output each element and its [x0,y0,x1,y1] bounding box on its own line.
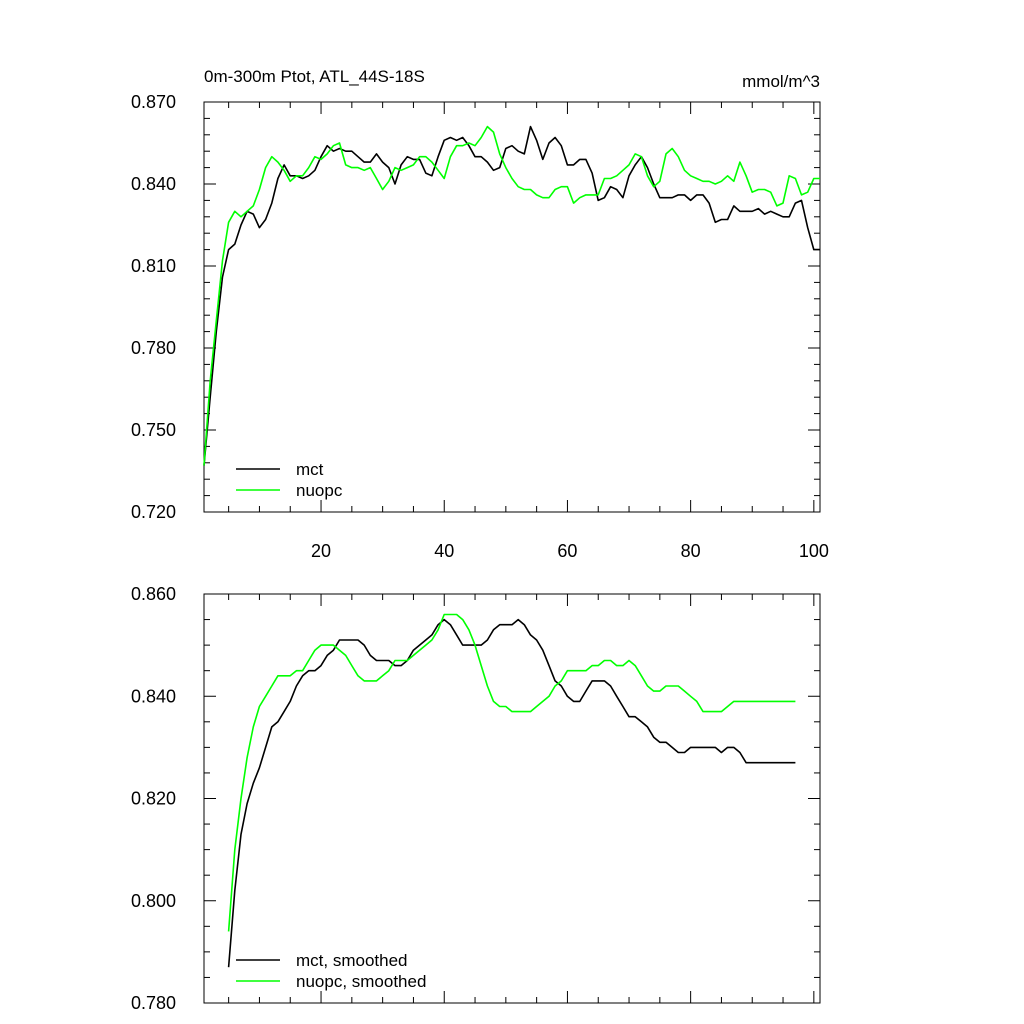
plot-frame [203,101,821,513]
y-tick-label: 0.870 [131,92,176,112]
y-tick-label: 0.800 [131,891,176,911]
y-tick-label: 0.720 [131,502,176,522]
series-line-mct [227,618,796,968]
y-tick-label: 0.840 [131,174,176,194]
y-tick-label: 0.780 [131,338,176,358]
y-tick-label: 0.840 [131,686,176,706]
top-panel: 0.720 0.750 0.780 0.810 0.840 0.870 20 40 60 80 10… [131,67,829,561]
plot-frame [203,593,821,1004]
x-tick-label: 40 [434,541,454,561]
series-line-nuopc [203,125,820,466]
chart-title: 0m-300m Ptot, ATL_44S-18S [204,67,425,86]
units-label: mmol/m^3 [742,72,820,91]
bottom-panel: 0.780 0.800 0.820 0.840 0.860 mct, smoothed nu… [131,584,821,1013]
y-tick-label: 0.860 [131,584,176,604]
y-tick-label: 0.750 [131,420,176,440]
x-tick-label: 100 [799,541,829,561]
legend-label: mct [296,460,324,479]
legend-label: nuopc [296,481,343,500]
series-line-nuopc [227,613,796,932]
x-tick-label: 20 [311,541,331,561]
y-tick-label: 0.780 [131,993,176,1013]
legend-label: mct, smoothed [296,951,408,970]
x-tick-label: 80 [681,541,701,561]
series-line-mct [203,125,820,466]
x-tick-label: 60 [557,541,577,561]
y-tick-label: 0.810 [131,256,176,276]
legend-label: nuopc, smoothed [296,972,426,991]
y-tick-label: 0.820 [131,789,176,809]
